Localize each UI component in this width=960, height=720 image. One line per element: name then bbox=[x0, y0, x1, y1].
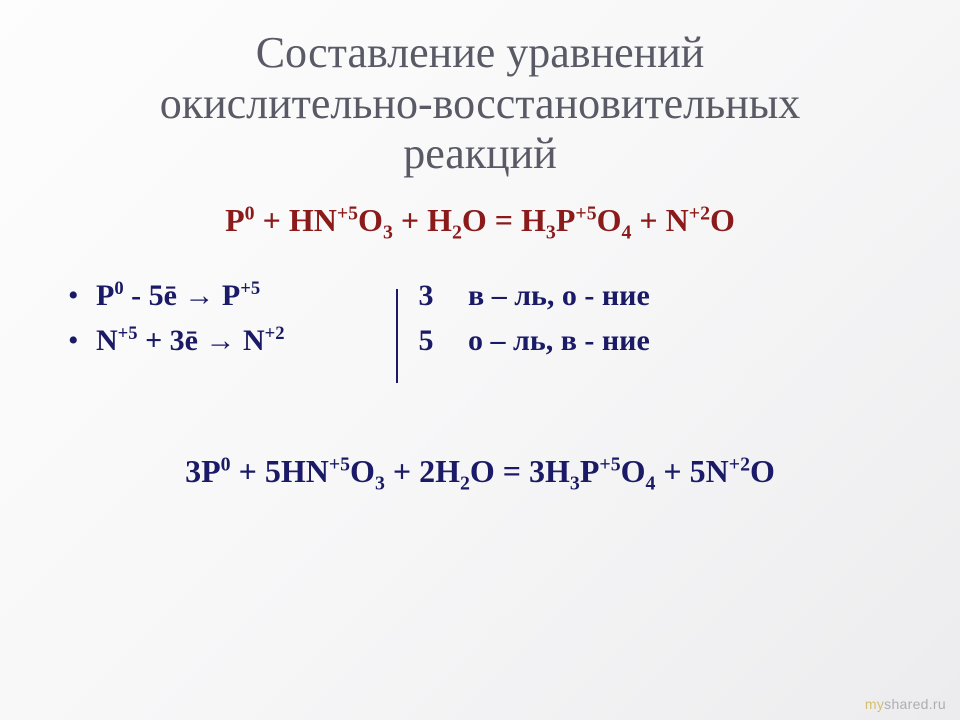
half-reaction-left: N+5 + 3ē → N+2 bbox=[96, 318, 396, 363]
bullet-icon: • bbox=[68, 318, 96, 363]
title-line-3: реакций bbox=[403, 129, 557, 178]
watermark-text: shared.ru bbox=[884, 696, 946, 712]
watermark: myshared.ru bbox=[865, 696, 946, 712]
main-equation: P0 + HN+5O3 + H2O = H3P+5O4 + N+2O bbox=[60, 202, 900, 239]
half-reaction-row: • N+5 + 3ē → N+2 5 о – ль, в - ние bbox=[68, 318, 900, 363]
half-reaction-row: • P0 - 5ē → P+5 3 в – ль, о - ние bbox=[68, 273, 900, 318]
half-reaction-role: в – ль, о - ние bbox=[456, 273, 900, 318]
divider-line bbox=[396, 289, 398, 383]
half-reaction-role: о – ль, в - ние bbox=[456, 318, 900, 363]
slide: Составление уравнений окислительно-восст… bbox=[0, 0, 960, 720]
half-reactions: • P0 - 5ē → P+5 3 в – ль, о - ние • N+5 … bbox=[68, 273, 900, 363]
slide-title: Составление уравнений окислительно-восст… bbox=[60, 28, 900, 180]
bullet-icon: • bbox=[68, 273, 96, 318]
final-equation: 3P0 + 5HN+5O3 + 2H2O = 3H3P+5O4 + 5N+2O bbox=[60, 453, 900, 490]
half-reaction-left: P0 - 5ē → P+5 bbox=[96, 273, 396, 318]
title-line-1: Составление уравнений bbox=[256, 28, 705, 77]
title-line-2: окислительно-восстановительных bbox=[160, 79, 801, 128]
half-reaction-coef: 5 bbox=[396, 318, 456, 363]
watermark-accent: my bbox=[865, 696, 884, 712]
half-reaction-coef: 3 bbox=[396, 273, 456, 318]
